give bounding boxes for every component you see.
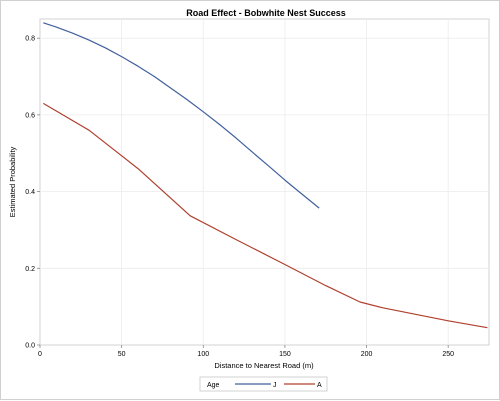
legend-title: Age — [207, 382, 220, 389]
x-axis-label: Distance to Nearest Road (m) — [214, 361, 314, 370]
x-tick-label: 50 — [118, 351, 126, 358]
plot-area-frame — [39, 18, 490, 346]
x-tick-label: 100 — [197, 351, 209, 358]
series-line-j — [43, 22, 320, 209]
y-tick-label: 0.2 — [25, 266, 35, 273]
x-tick-label: 200 — [361, 351, 373, 358]
legend-label-a: A — [317, 382, 322, 389]
y-tick-label: 0.4 — [25, 189, 35, 196]
legend: Age J A — [199, 376, 328, 392]
legend-label-j: J — [273, 382, 277, 389]
x-tick-label: 150 — [279, 351, 291, 358]
y-tick-label: 0.8 — [25, 36, 35, 43]
axis-ticks: 0 50 100 150 200 250 0.0 0.2 0.4 0.6 0.8 — [25, 36, 454, 358]
gridlines — [40, 19, 489, 345]
x-tick-label: 0 — [38, 351, 42, 358]
y-axis-label: Estimated Probability — [8, 147, 17, 218]
series-line-a — [42, 102, 488, 329]
chart-title: Road Effect - Bobwhite Nest Success — [186, 8, 346, 18]
series-layer — [42, 22, 488, 329]
y-tick-label: 0.6 — [25, 112, 35, 119]
y-tick-label: 0.0 — [25, 343, 35, 350]
x-tick-label: 250 — [442, 351, 454, 358]
